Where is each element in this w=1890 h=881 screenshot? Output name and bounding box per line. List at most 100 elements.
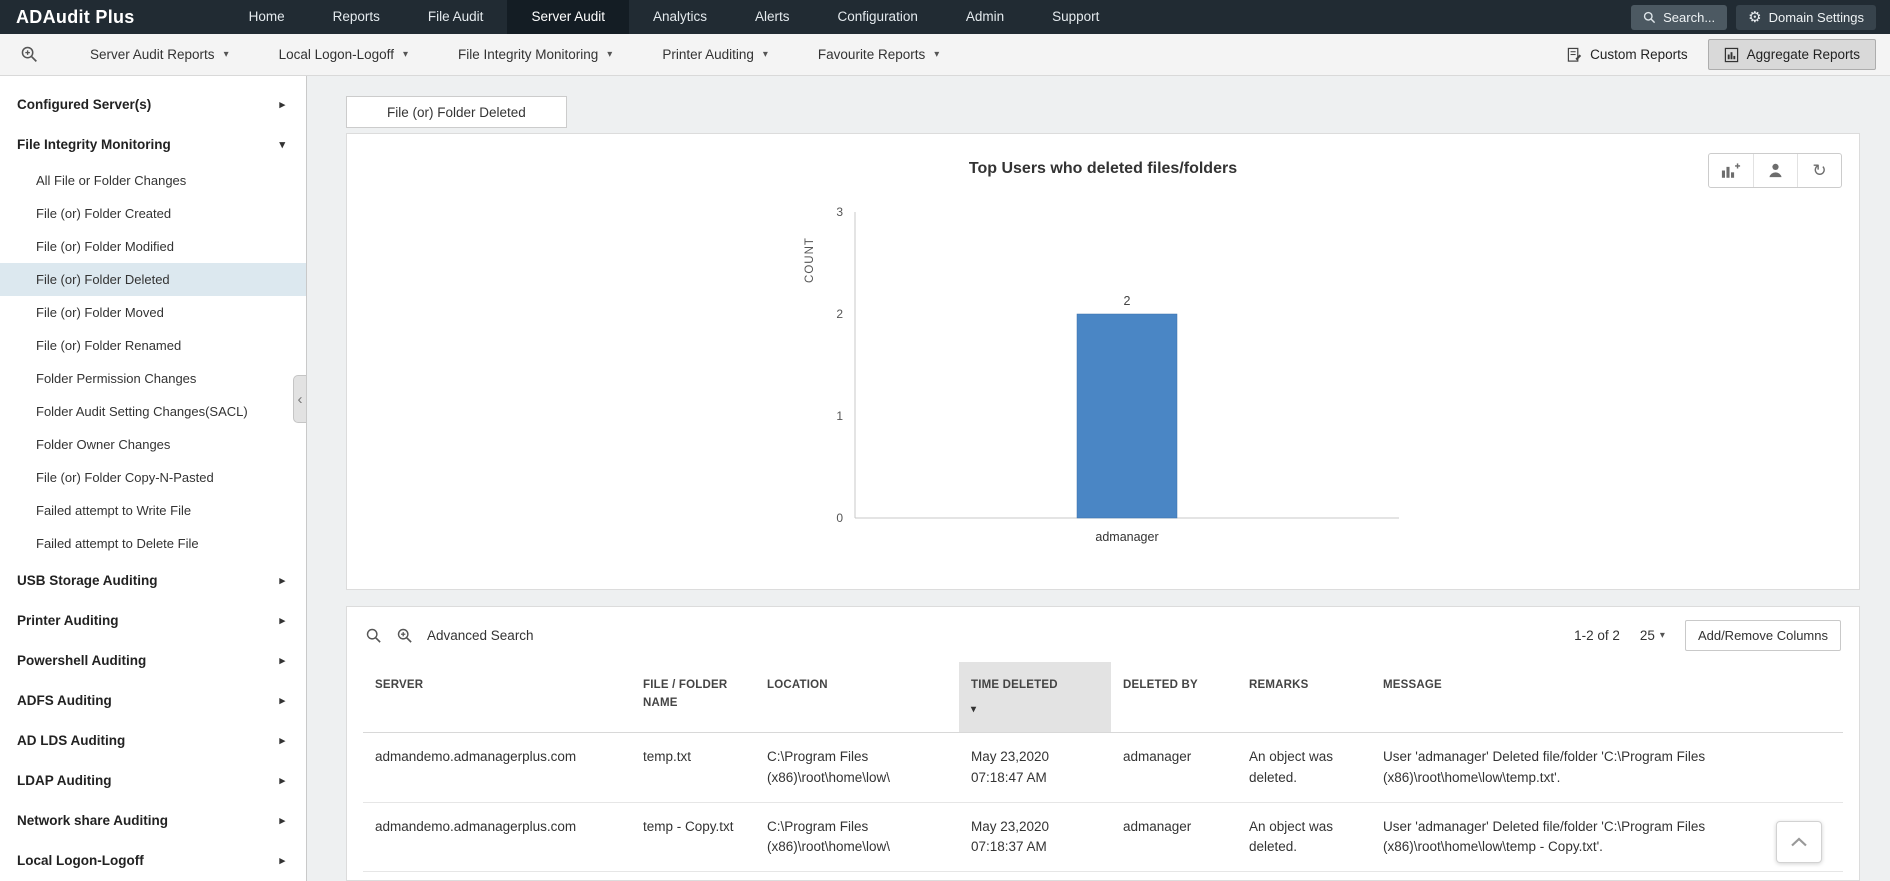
domain-settings-button[interactable]: ⚙ Domain Settings [1736, 4, 1876, 30]
chevron-down-icon: ▾ [223, 49, 229, 60]
dropdown-local-logon-logoff[interactable]: Local Logon-Logoff ▾ [254, 47, 433, 62]
sidebar-item-file-or-folder-modified[interactable]: File (or) Folder Modified [36, 239, 174, 254]
dropdown-label: Local Logon-Logoff [278, 47, 394, 62]
nav-analytics[interactable]: Analytics [652, 9, 708, 24]
sidebar-section-ad-lds-auditing[interactable]: AD LDS Auditing ▸ [0, 720, 306, 760]
chevron-right-icon: ▸ [279, 574, 285, 587]
cell-file-folder-name: temp - Copy.txt [631, 802, 755, 873]
sidebar-section-label: Configured Server(s) [17, 96, 152, 112]
sidebar-item-file-or-folder-renamed[interactable]: File (or) Folder Renamed [36, 338, 182, 353]
app-logo[interactable]: ADAudit Plus [16, 6, 135, 27]
domain-settings-label: Domain Settings [1768, 9, 1864, 25]
report-table: SERVER FILE / FOLDER NAME LOCATION TIME … [363, 662, 1843, 873]
table-search-icon[interactable] [365, 627, 383, 645]
cell-message: User 'admanager' Deleted file/folder 'C:… [1371, 732, 1843, 803]
chevron-right-icon: ▸ [279, 854, 285, 867]
nav-admin[interactable]: Admin [965, 9, 1005, 24]
sidebar-section-file-integrity-monitoring[interactable]: File Integrity Monitoring ▾ [0, 124, 306, 164]
sidebar-item-failed-attempt-to-delete-file[interactable]: Failed attempt to Delete File [36, 536, 199, 551]
pagination-range: 1-2 of 2 [1574, 628, 1620, 643]
chevron-down-icon: ▾ [934, 49, 940, 60]
nav-reports[interactable]: Reports [332, 9, 380, 24]
advanced-search-icon[interactable] [396, 627, 414, 645]
sidebar-item-failed-attempt-to-write-file[interactable]: Failed attempt to Write File [36, 503, 192, 518]
cell-time-deleted: May 23,2020 07:18:37 AM [959, 802, 1111, 873]
tab-file-or-folder-deleted[interactable]: File (or) Folder Deleted [346, 96, 567, 128]
chart-bar[interactable] [1076, 313, 1178, 519]
add-remove-columns-button[interactable]: Add/Remove Columns [1684, 620, 1841, 651]
search-icon [1643, 11, 1656, 24]
sidebar-section-label: ADFS Auditing [17, 692, 112, 708]
content-area: Configured Server(s) ▸ File Integrity Mo… [0, 76, 1890, 881]
report-table-panel: Advanced Search 1-2 of 2 25 ▾ Add/Remove… [346, 606, 1860, 881]
svg-text:admanager: admanager [1095, 530, 1158, 544]
nav-support[interactable]: Support [1052, 9, 1100, 24]
column-header-time-deleted[interactable]: TIME DELETED ▾ [959, 662, 1111, 734]
sidebar-item-file-or-folder-moved[interactable]: File (or) Folder Moved [36, 305, 164, 320]
user-report-icon[interactable] [1753, 154, 1797, 187]
column-header-server[interactable]: SERVER [363, 662, 631, 734]
sidebar-item-all-file-or-folder-changes[interactable]: All File or Folder Changes [36, 173, 187, 188]
sidebar-section-ldap-auditing[interactable]: LDAP Auditing ▸ [0, 760, 306, 800]
sidebar-section-adfs-auditing[interactable]: ADFS Auditing ▸ [0, 680, 306, 720]
sidebar-section-label: LDAP Auditing [17, 772, 112, 788]
dropdown-printer-auditing[interactable]: Printer Auditing ▾ [637, 47, 793, 62]
table-header-row: SERVER FILE / FOLDER NAME LOCATION TIME … [363, 662, 1843, 734]
refresh-icon[interactable]: ↻ [1797, 154, 1841, 187]
aggregate-reports-icon [1724, 47, 1739, 63]
scroll-to-top-button[interactable] [1776, 821, 1822, 863]
nav-alerts[interactable]: Alerts [755, 9, 790, 24]
svg-text:3: 3 [836, 205, 843, 219]
sidebar-section-printer-auditing[interactable]: Printer Auditing ▸ [0, 600, 306, 640]
cell-message: User 'admanager' Deleted file/folder 'C:… [1371, 802, 1843, 873]
sidebar-item-folder-audit-setting-changes-sacl[interactable]: Folder Audit Setting Changes(SACL) [36, 404, 248, 419]
report-search-icon[interactable] [20, 45, 39, 64]
sidebar-section-usb-storage-auditing[interactable]: USB Storage Auditing ▸ [0, 560, 306, 600]
sidebar-section-powershell-auditing[interactable]: Powershell Auditing ▸ [0, 640, 306, 680]
cell-location: C:\Program Files (x86)\root\home\low\ [755, 732, 959, 803]
sidebar-item-folder-owner-changes[interactable]: Folder Owner Changes [36, 437, 171, 452]
sidebar-item-file-or-folder-created[interactable]: File (or) Folder Created [36, 206, 172, 221]
sidebar-item-folder-permission-changes[interactable]: Folder Permission Changes [36, 371, 197, 386]
dropdown-favourite-reports[interactable]: Favourite Reports ▾ [793, 47, 964, 62]
chevron-down-icon: ▾ [279, 138, 285, 151]
sidebar-section-local-logon-logoff[interactable]: Local Logon-Logoff ▸ [0, 840, 306, 880]
search-button-label: Search... [1663, 9, 1716, 25]
table-toolbar: Advanced Search 1-2 of 2 25 ▾ Add/Remove… [363, 607, 1843, 662]
column-header-remarks[interactable]: REMARKS [1237, 662, 1371, 734]
custom-reports-button[interactable]: Custom Reports [1567, 47, 1688, 63]
search-button[interactable]: Search... [1631, 4, 1728, 30]
nav-file-audit[interactable]: File Audit [427, 9, 484, 24]
column-header-file-folder-name[interactable]: FILE / FOLDER NAME [631, 662, 755, 734]
column-header-deleted-by[interactable]: DELETED BY [1111, 662, 1237, 734]
sidebar-item-file-or-folder-copy-n-pasted[interactable]: File (or) Folder Copy-N-Pasted [36, 470, 214, 485]
gear-icon: ⚙ [1748, 8, 1762, 26]
table-toolbar-right: 1-2 of 2 25 ▾ Add/Remove Columns [1574, 620, 1841, 651]
dropdown-server-audit-reports[interactable]: Server Audit Reports ▾ [65, 47, 254, 62]
table-row: admandemo.admanagerplus.com temp - Copy.… [363, 802, 1843, 873]
add-chart-icon[interactable] [1709, 154, 1753, 187]
topnav-right: Search... ⚙ Domain Settings [1631, 4, 1890, 30]
cell-server: admandemo.admanagerplus.com [363, 732, 631, 803]
table-row: admandemo.admanagerplus.com temp.txt C:\… [363, 732, 1843, 803]
cell-time-deleted: May 23,2020 07:18:47 AM [959, 732, 1111, 803]
nav-home[interactable]: Home [248, 9, 285, 24]
sidebar-collapse-handle[interactable]: ‹ [293, 375, 306, 423]
nav-server-audit[interactable]: Server Audit [507, 0, 629, 34]
chevron-right-icon: ▸ [279, 814, 285, 827]
sidebar-section-label: USB Storage Auditing [17, 572, 158, 588]
chevron-down-icon: ▾ [607, 49, 613, 60]
advanced-search-button[interactable]: Advanced Search [427, 628, 534, 643]
page-size-dropdown[interactable]: 25 ▾ [1640, 628, 1665, 643]
sidebar-section-configured-servers[interactable]: Configured Server(s) ▸ [0, 84, 306, 124]
dropdown-file-integrity-monitoring[interactable]: File Integrity Monitoring ▾ [433, 47, 637, 62]
svg-text:1: 1 [836, 409, 843, 423]
column-header-location[interactable]: LOCATION [755, 662, 959, 734]
aggregate-reports-button[interactable]: Aggregate Reports [1707, 39, 1876, 70]
chevron-down-icon: ▾ [402, 49, 408, 60]
nav-configuration[interactable]: Configuration [837, 9, 918, 24]
sidebar-item-file-or-folder-deleted[interactable]: File (or) Folder Deleted [0, 263, 306, 296]
sidebar-section-network-share-auditing[interactable]: Network share Auditing ▸ [0, 800, 306, 840]
column-header-message[interactable]: MESSAGE [1371, 662, 1843, 734]
cell-location: C:\Program Files (x86)\root\home\low\ [755, 802, 959, 873]
